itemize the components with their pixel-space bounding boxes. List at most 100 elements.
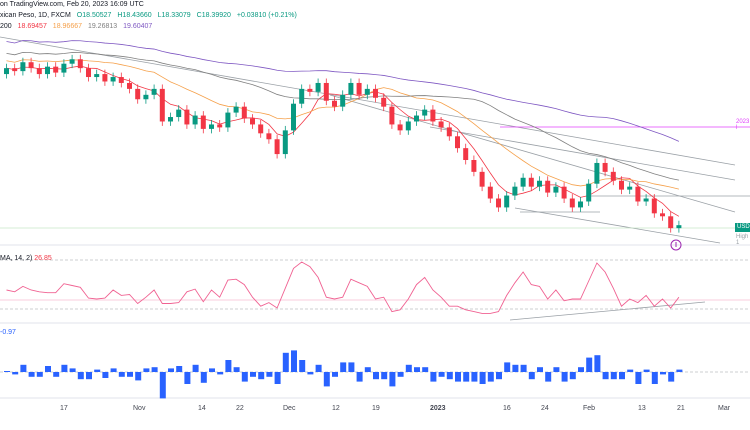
macd-bar [118, 372, 125, 377]
macd-bar [307, 372, 314, 375]
candle-up [143, 94, 149, 100]
close-value: C18.39920 [196, 12, 231, 19]
candle-up [537, 180, 542, 187]
macd-bar [36, 372, 43, 377]
candles [4, 54, 682, 233]
time-tick: 2023 [430, 405, 446, 412]
macd-bar [561, 372, 568, 382]
macd-bar [471, 372, 478, 382]
macd-bar [627, 369, 634, 372]
candle-down [479, 171, 485, 187]
candle-down [274, 139, 280, 155]
macd-bar [168, 368, 174, 372]
candle-down [496, 198, 501, 208]
candle-down [438, 121, 444, 128]
rsi-label: MA, 14, 2) 26.85 [0, 255, 52, 262]
candle-down [332, 100, 337, 107]
time-tick: 13 [638, 405, 646, 412]
trendline-middle-2[interactable] [429, 126, 736, 181]
candle-down [356, 82, 362, 95]
candle-down [430, 109, 436, 122]
macd-bar [381, 372, 388, 380]
moving-averages [6, 40, 680, 217]
candle-up [209, 124, 214, 129]
candle-down [668, 216, 674, 229]
macd-bar [61, 364, 68, 372]
candle-down [635, 186, 641, 202]
candle-down [241, 106, 247, 119]
time-tick: 14 [198, 405, 206, 412]
macd-bar [69, 368, 76, 372]
candle-down [86, 68, 91, 78]
candle-down [373, 88, 378, 98]
macd-bar [143, 368, 150, 372]
candle-up [405, 121, 411, 131]
candle-up [364, 88, 370, 95]
candle-down [545, 180, 551, 193]
candle-up [233, 106, 239, 113]
macd-bar [586, 357, 593, 372]
candle-up [512, 186, 518, 196]
macd-bar [528, 372, 535, 380]
macd-bar [274, 372, 281, 384]
trendline-middle[interactable] [329, 94, 736, 213]
candle-up [578, 201, 583, 208]
time-tick: Nov [133, 405, 146, 412]
candle-down [118, 77, 124, 83]
macd-bar [438, 372, 445, 377]
alert-icon[interactable] [670, 239, 682, 251]
macd-bar [20, 364, 27, 372]
candle-down [463, 148, 469, 160]
macd-bar [127, 372, 133, 377]
time-tick: Dec [283, 405, 296, 412]
macd-bar [348, 362, 355, 372]
candle-up [61, 63, 67, 73]
candle-down [102, 74, 108, 82]
macd-bar [610, 372, 617, 380]
macd-bar [102, 372, 109, 378]
macd-bar [217, 372, 224, 375]
candle-down [602, 162, 608, 172]
candle-down [561, 186, 567, 199]
ma-value-4: 19.60407 [123, 23, 153, 30]
macd-bar [545, 372, 552, 382]
ma-line-grey [6, 51, 679, 181]
candle-down [471, 160, 477, 172]
trendline-lower[interactable] [514, 207, 721, 244]
ma-value-3: 19.26813 [87, 23, 118, 30]
macd-bar [28, 372, 35, 377]
macd-bar [45, 366, 51, 372]
rsi-trendline[interactable] [509, 301, 706, 321]
macd-bar [241, 372, 248, 382]
macd-bar [4, 371, 10, 372]
macd-bar [323, 372, 330, 387]
macd-bar [53, 372, 60, 377]
macd-bar [405, 364, 412, 372]
macd-bar [86, 372, 92, 380]
candle-up [282, 130, 288, 155]
candle-down [266, 133, 272, 140]
macd-bar [176, 366, 183, 372]
macd-bar [159, 372, 166, 399]
rsi-line [6, 261, 680, 314]
macd-bar [537, 367, 543, 372]
time-tick: Mar [718, 405, 731, 412]
macd-bar [389, 372, 396, 387]
high-label: High 1 [736, 234, 749, 246]
macd-bar [668, 372, 675, 382]
macd-bar [94, 369, 101, 372]
candle-up [643, 198, 649, 202]
trendline-upper[interactable] [0, 36, 736, 166]
macd-histogram [4, 350, 683, 399]
candle-up [553, 186, 559, 193]
macd-bar [291, 350, 297, 372]
macd-bar [553, 367, 560, 372]
macd-bar [151, 367, 158, 372]
time-tick: 12 [332, 405, 340, 412]
candle-down [381, 97, 387, 107]
macd-bar [594, 355, 601, 372]
rsi-name: MA, 14, 2) [0, 255, 33, 262]
macd-bar [184, 372, 191, 384]
